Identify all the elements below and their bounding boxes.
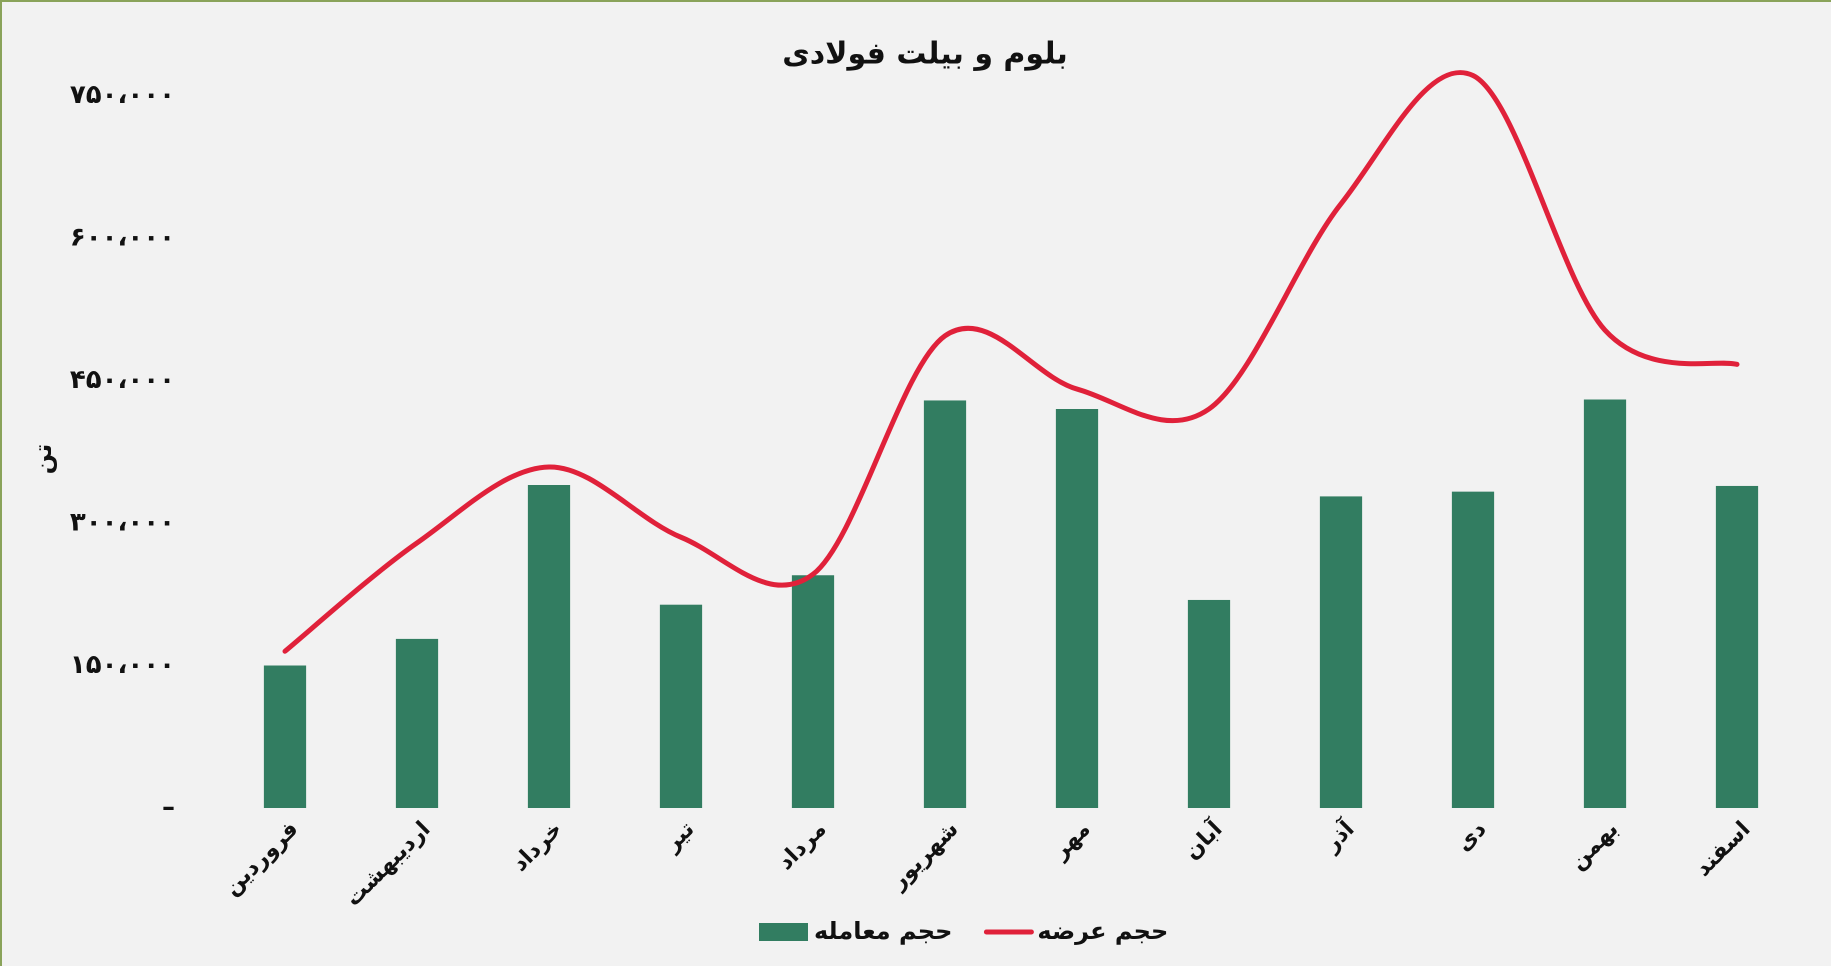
- y-tick-label: ۳۰۰،۰۰۰: [70, 508, 175, 538]
- legend-label: حجم معامله: [814, 917, 952, 945]
- y-tick-label: ۶۰۰،۰۰۰: [70, 223, 175, 253]
- bar: [1715, 485, 1759, 808]
- bar: [659, 604, 703, 808]
- bar: [1451, 491, 1495, 808]
- line-series: [282, 70, 1740, 654]
- bar: [1583, 399, 1627, 808]
- y-tick-label: ۷۵۰،۰۰۰: [70, 80, 175, 110]
- bar: [791, 575, 835, 808]
- y-tick-label: ۴۵۰،۰۰۰: [70, 365, 175, 395]
- bar: [395, 638, 439, 808]
- bar: [923, 400, 967, 808]
- y-axis-label: تن: [29, 444, 57, 475]
- bar: [1055, 409, 1099, 808]
- y-tick-label: –: [162, 793, 175, 823]
- y-tick-label: ۱۵۰،۰۰۰: [70, 650, 175, 680]
- chart-title: بلوم و بیلت فولادی: [782, 37, 1067, 72]
- legend-swatch: [759, 923, 808, 941]
- bar: [263, 665, 307, 808]
- bar: [527, 485, 571, 808]
- bar: [1187, 599, 1231, 808]
- bar: [1319, 496, 1363, 808]
- legend-label: حجم عرضه: [1037, 917, 1168, 945]
